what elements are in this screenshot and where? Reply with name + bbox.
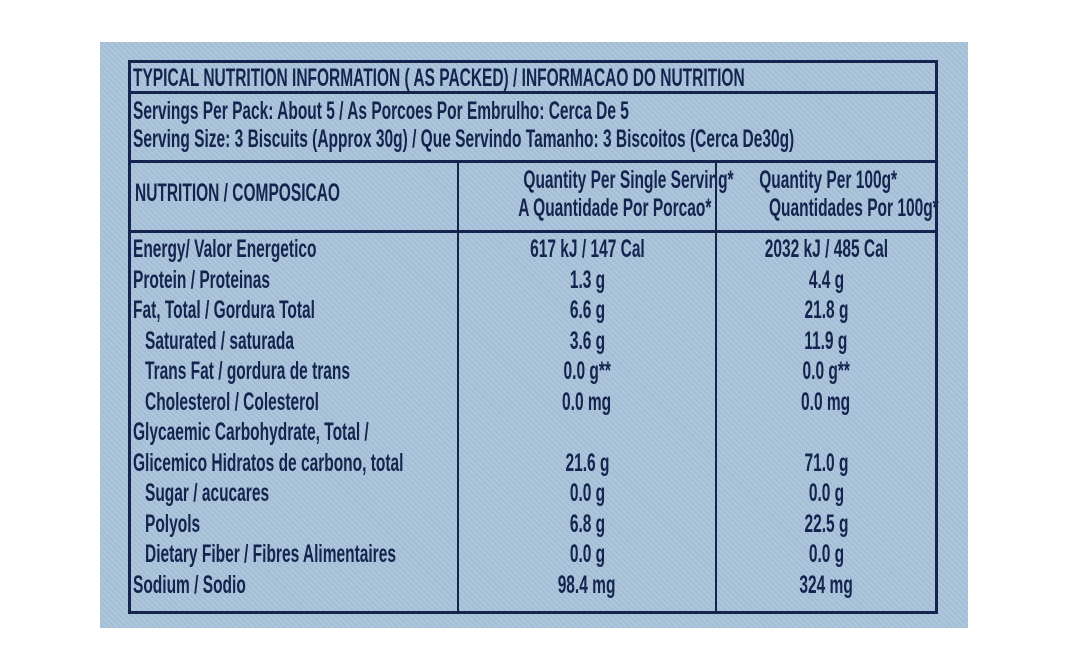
per-serving-value (459, 418, 715, 446)
nutrition-table: TYPICAL NUTRITION INFORMATION ( AS PACKE… (128, 60, 939, 614)
nutrient-name: Sodium / Sodio (133, 570, 246, 599)
per-serving-value: 1.3 g (569, 265, 605, 294)
divider (131, 91, 935, 94)
per-serving-value: 6.8 g (569, 509, 605, 538)
column-divider (457, 160, 459, 611)
per-100g-value: 21.8 g (804, 296, 848, 324)
per-100g-value: 324 mg (799, 570, 853, 599)
header-100g-1: Quantity Per 100g* (759, 166, 898, 194)
per-serving-value: 0.0 g (569, 479, 605, 507)
per-serving-value: 6.6 g (569, 296, 605, 324)
nutrient-name: Glicemico Hidratos de carbono, total (133, 448, 404, 477)
nutrient-name: Dietary Fiber / Fibres Alimentaires (145, 540, 396, 568)
label-photo (100, 42, 968, 628)
header-100g-2: Quantidades Por 100g* (769, 194, 939, 222)
per-100g-value: 0.0 g (808, 540, 844, 568)
header-serving-2: A Quantidade Por Porcao* (518, 194, 712, 222)
nutrient-name: Protein / Proteinas (133, 265, 270, 294)
nutrient-name: Sugar / acucares (145, 479, 270, 507)
per-100g-value: 2032 kJ / 485 Cal (764, 235, 888, 263)
nutrient-name: Polyols (145, 509, 201, 538)
column-divider (715, 160, 717, 611)
nutrient-name: Trans Fat / gordura de trans (145, 357, 350, 385)
header-nutrition: NUTRITION / COMPOSICAO (135, 179, 340, 207)
nutrient-name: Energy/ Valor Energetico (133, 235, 317, 263)
per-100g-value: 0.0 g (808, 479, 844, 507)
per-100g-value: 22.5 g (804, 509, 848, 538)
per-serving-value: 617 kJ / 147 Cal (529, 235, 645, 263)
per-serving-value: 0.0 mg (562, 387, 612, 416)
per-serving-value: 21.6 g (565, 448, 609, 477)
per-100g-value: 4.4 g (808, 265, 844, 294)
divider (131, 230, 935, 233)
header-serving-1: Quantity Per Single Serving* (523, 166, 734, 194)
nutrient-name: Cholesterol / Colesterol (145, 387, 319, 416)
table-title: TYPICAL NUTRITION INFORMATION ( AS PACKE… (133, 64, 745, 92)
per-serving-value: 0.0 g** (563, 357, 611, 385)
per-serving-value: 98.4 mg (558, 570, 616, 599)
per-100g-value: 11.9 g (804, 326, 848, 355)
nutrient-name: Glycaemic Carbohydrate, Total / (133, 418, 369, 446)
nutrient-name: Fat, Total / Gordura Total (133, 296, 315, 324)
serving-size: Serving Size: 3 Biscuits (Approx 30g) / … (133, 125, 795, 153)
per-serving-value: 0.0 g (569, 540, 605, 568)
per-100g-value (717, 418, 935, 446)
servings-per-pack: Servings Per Pack: About 5 / As Porcoes … (133, 97, 629, 125)
per-100g-value: 0.0 g** (802, 357, 850, 385)
per-100g-value: 0.0 mg (801, 387, 851, 416)
nutrient-name: Saturated / saturada (145, 326, 295, 355)
divider (131, 160, 935, 163)
per-100g-value: 71.0 g (804, 448, 848, 477)
per-serving-value: 3.6 g (569, 326, 605, 355)
